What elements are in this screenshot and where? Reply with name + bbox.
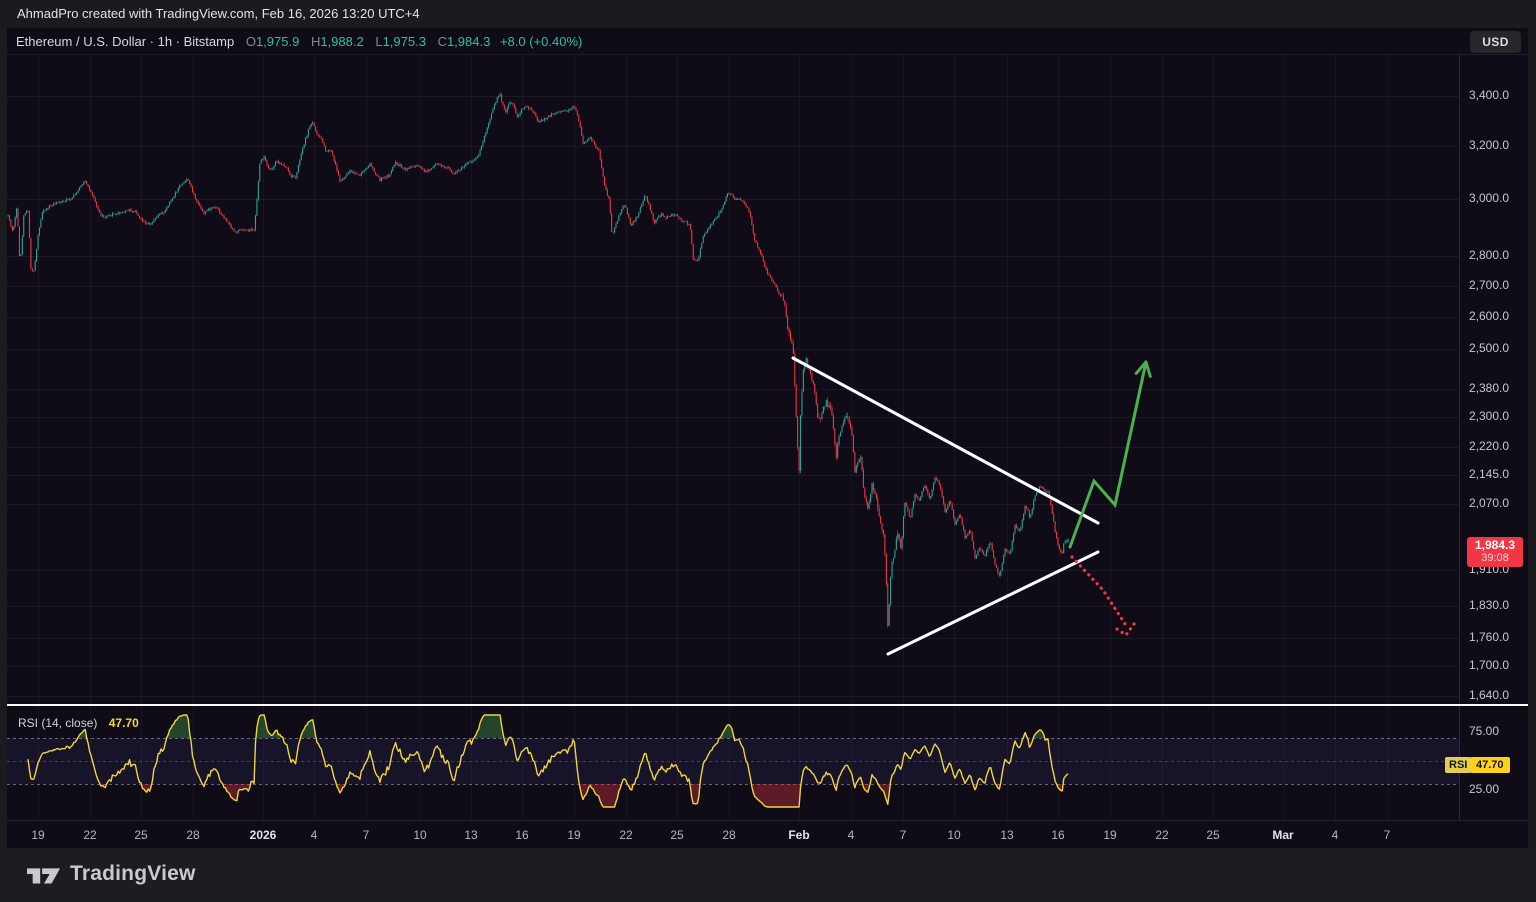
time-axis-label: 28 [722, 828, 736, 842]
rsi-axis-value-badge: 47.70 [1470, 757, 1510, 773]
time-axis[interactable]: 19 22 25 28 2026 4 7 10 13 16 19 22 25 28 Feb 4 7 10 13 16 1… [7, 820, 1528, 848]
price-axis-label: 2,700.0 [1469, 277, 1510, 292]
time-axis-label: 13 [464, 828, 478, 842]
time-axis-label: 7 [362, 828, 370, 842]
time-axis-label: 4 [847, 828, 855, 842]
last-price: 1,984.3 [1474, 538, 1516, 552]
time-axis-label: 10 [947, 828, 961, 842]
time-axis-label: 25 [134, 828, 148, 842]
rsi-current-value: 47.70 [108, 716, 139, 730]
tradingview-logo-text: TradingView [70, 862, 196, 885]
time-axis-label: 4 [310, 828, 318, 842]
time-axis-label: 16 [515, 828, 529, 842]
chart-widget: Ethereum / U.S. Dollar · 1h · Bitstamp O… [7, 28, 1528, 848]
price-axis-label: 2,600.0 [1469, 308, 1510, 323]
time-axis-label: 16 [1051, 828, 1065, 842]
currency-usd-button[interactable]: USD [1470, 31, 1521, 53]
attribution-bar: AhmadPro created with TradingView.com, F… [0, 0, 1536, 28]
symbol-title[interactable]: Ethereum / U.S. Dollar · 1h · Bitstamp [16, 34, 235, 49]
time-axis-label: 2026 [249, 828, 277, 842]
high-label: H [310, 34, 321, 49]
attribution-text: AhmadPro created with TradingView.com, F… [17, 6, 420, 21]
price-axis-label: 2,500.0 [1469, 340, 1510, 355]
time-axis-label: 7 [1383, 828, 1391, 842]
bar-countdown: 39:08 [1481, 552, 1509, 564]
tradingview-logo-icon [27, 868, 61, 884]
price-axis-label: 3,000.0 [1469, 190, 1510, 205]
price-axis-label: 1,830.0 [1469, 597, 1510, 612]
price-axis-label: 2,380.0 [1469, 381, 1510, 396]
price-chart-canvas[interactable] [7, 55, 1459, 820]
price-axis-label: 2,300.0 [1469, 409, 1510, 424]
tradingview-logo[interactable]: TradingView [27, 862, 196, 886]
rsi-params: (14, close) [41, 716, 98, 730]
change-value: +8.0 (+0.40%) [499, 34, 583, 49]
open-label: O [245, 34, 256, 49]
time-axis-label: 13 [1000, 828, 1014, 842]
rsi-axis-name-badge: RSI [1445, 757, 1472, 773]
rsi-axis-label: 75.00 [1469, 724, 1500, 739]
time-axis-label: Mar [1272, 828, 1294, 842]
low-label: L [375, 34, 383, 49]
symbol-info-row: Ethereum / U.S. Dollar · 1h · Bitstamp O… [7, 28, 1528, 55]
rsi-axis-label: 25.00 [1469, 781, 1500, 796]
price-axis-label: 2,220.0 [1469, 438, 1510, 453]
price-axis-label: 1,760.0 [1469, 629, 1510, 644]
price-axis-label: 2,145.0 [1469, 466, 1510, 481]
time-axis-label: 25 [1206, 828, 1220, 842]
time-axis-label: 19 [1103, 828, 1117, 842]
time-axis-label: Feb [788, 828, 810, 842]
close-value: 1,984.3 [446, 34, 491, 49]
time-axis-label: 22 [619, 828, 633, 842]
price-axis-label: 2,800.0 [1469, 247, 1510, 262]
close-label: C [437, 34, 447, 49]
price-axis-label: 3,200.0 [1469, 137, 1510, 152]
time-axis-label: 22 [83, 828, 97, 842]
time-axis-label: 10 [413, 828, 427, 842]
low-value: 1,975.3 [382, 34, 426, 49]
open-value: 1,975.9 [255, 34, 300, 49]
last-price-badge: 1,984.3 39:08 [1467, 537, 1523, 567]
time-axis-label: 4 [1331, 828, 1339, 842]
price-axis-label: 1,700.0 [1469, 658, 1510, 673]
bottom-logo-bar: TradingView [0, 848, 1536, 902]
high-value: 1,988.2 [320, 34, 364, 49]
price-axis-label: 2,070.0 [1469, 496, 1510, 511]
price-axis[interactable]: 3,400.0 3,200.0 3,000.0 2,800.0 2,700.0 2,600… [1459, 55, 1528, 820]
time-axis-label: 28 [186, 828, 200, 842]
price-axis-label: 1,640.0 [1469, 687, 1510, 702]
time-axis-label: 19 [567, 828, 581, 842]
pane-separator[interactable] [7, 704, 1528, 706]
time-axis-label: 22 [1155, 828, 1169, 842]
rsi-indicator-header: RSI (14, close) 47.70 [18, 716, 139, 730]
price-axis-label: 3,400.0 [1469, 88, 1510, 102]
rsi-title[interactable]: RSI [18, 716, 39, 730]
time-axis-label: 25 [670, 828, 684, 842]
time-axis-label: 19 [31, 828, 45, 842]
time-axis-label: 7 [899, 828, 907, 842]
